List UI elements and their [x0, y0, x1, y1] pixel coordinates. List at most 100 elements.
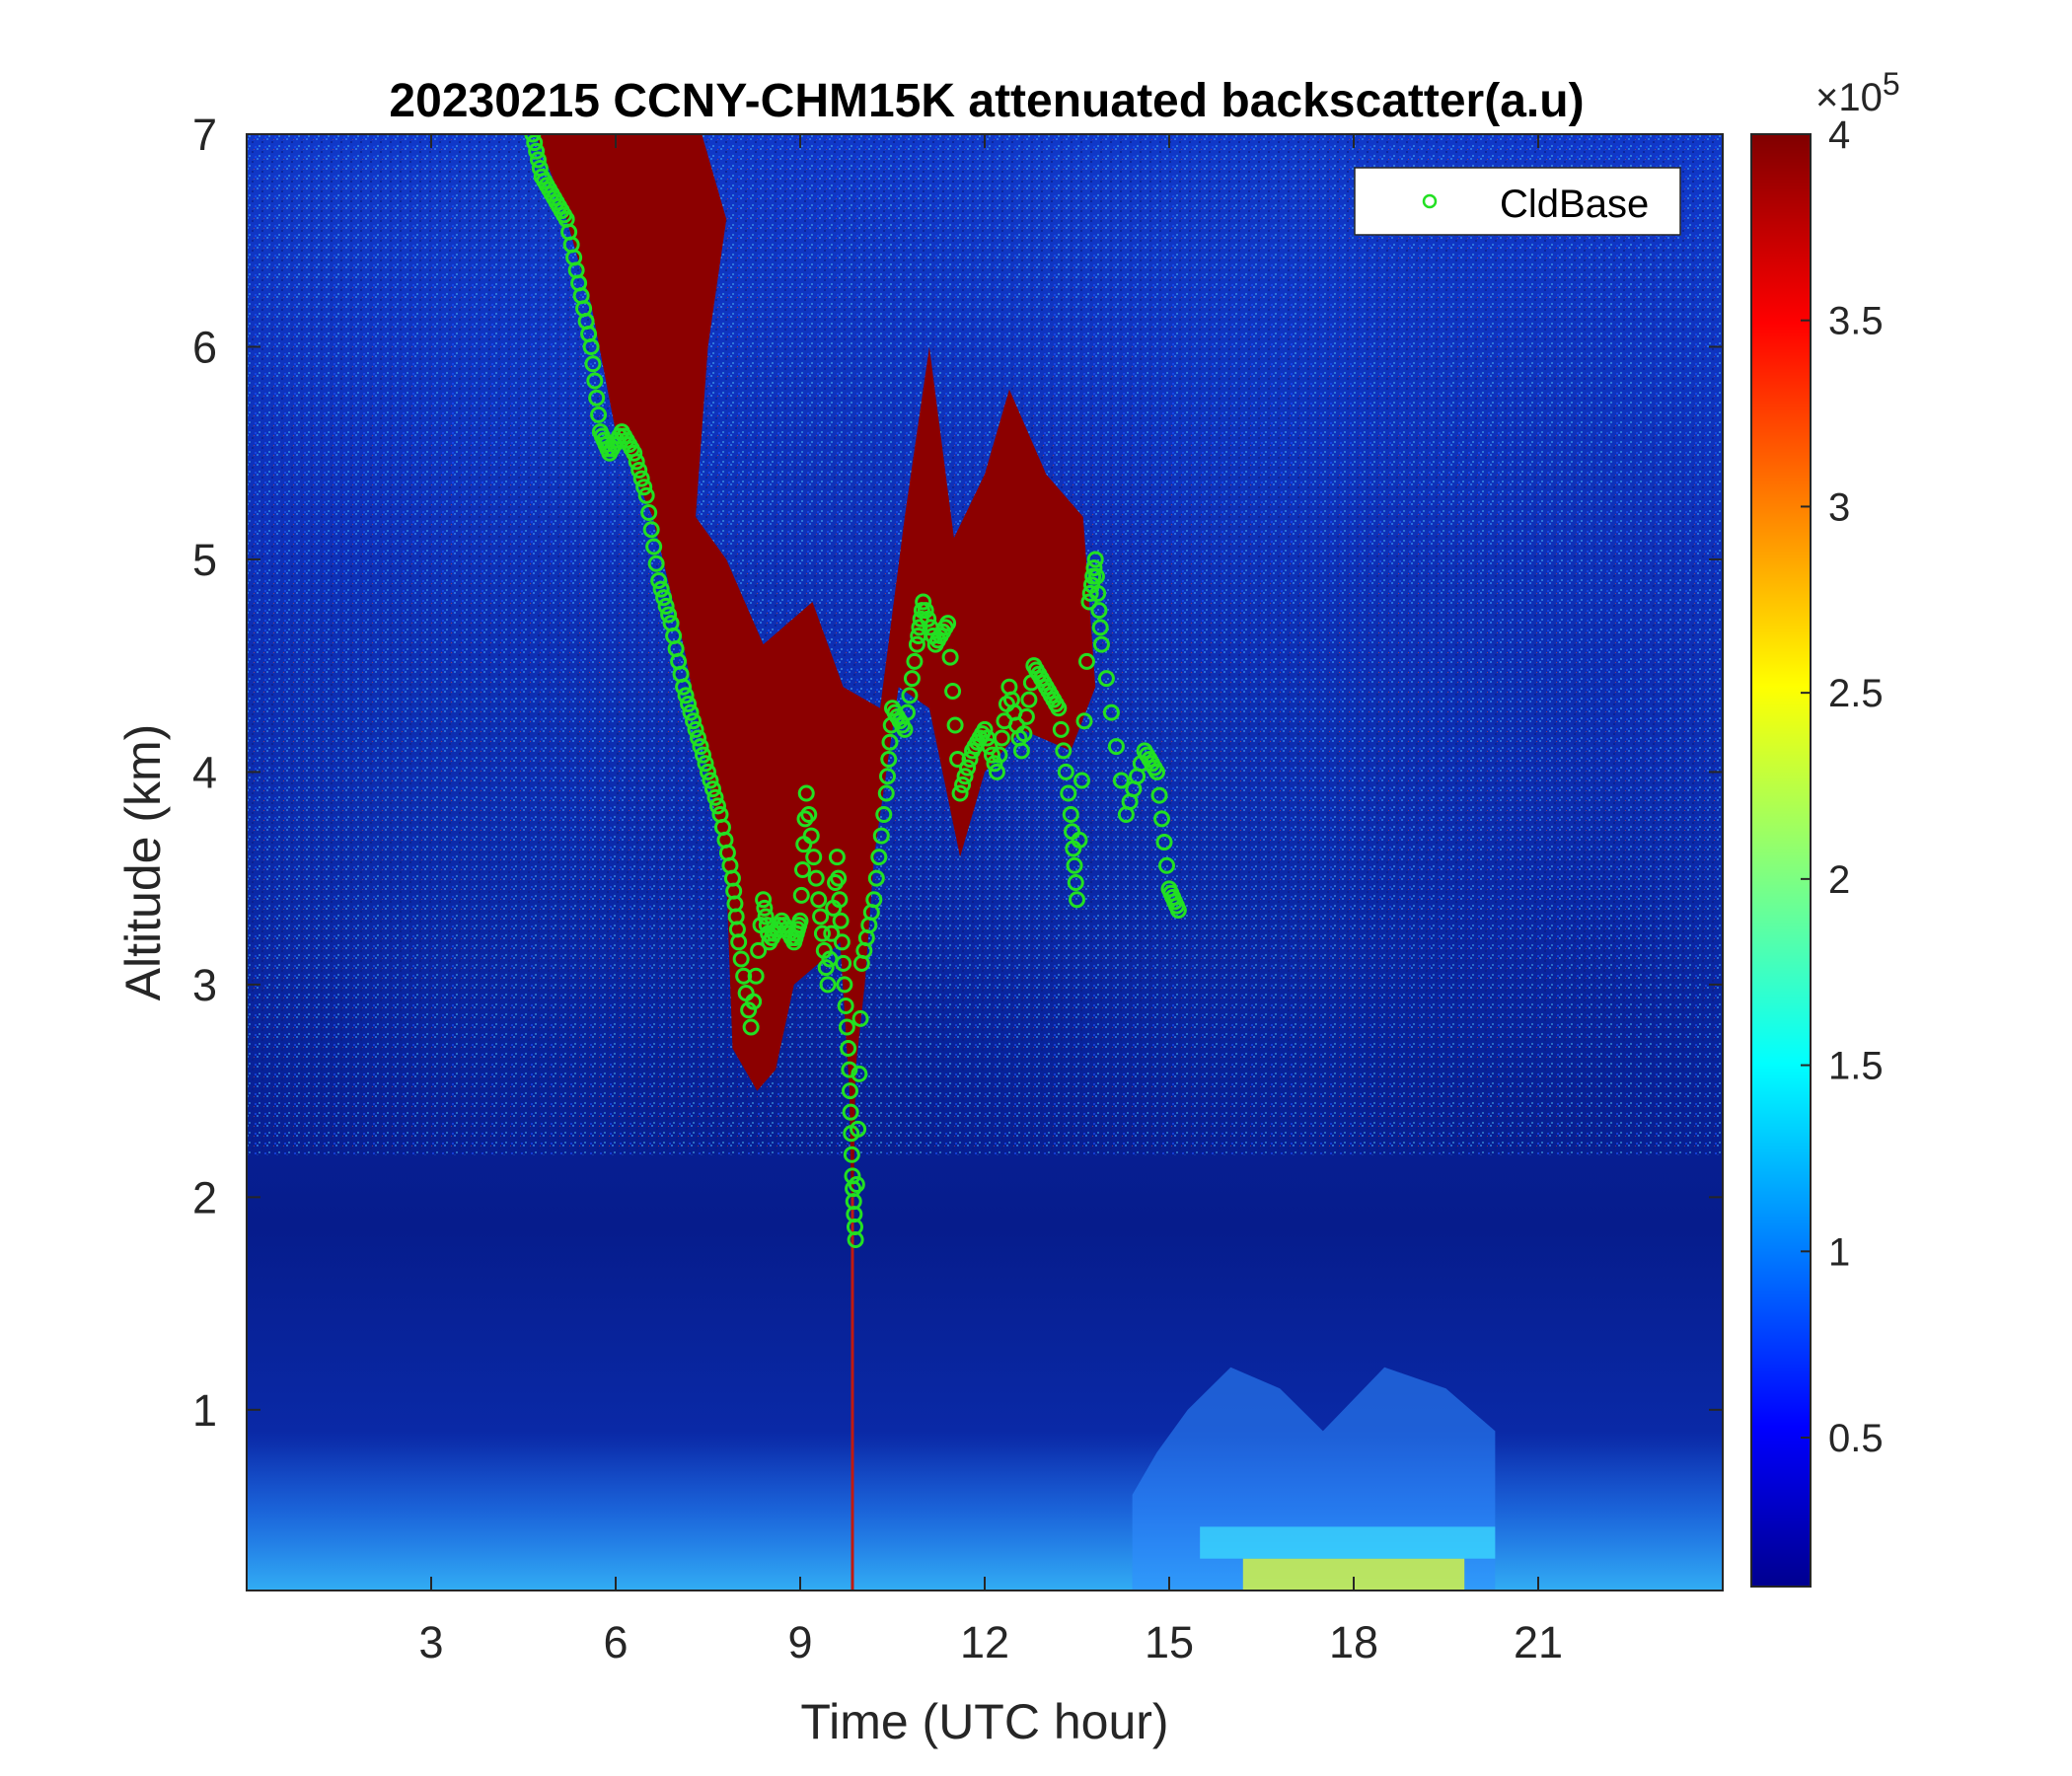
cldbase-point: [828, 849, 846, 866]
colorbar-gradient: [1750, 133, 1812, 1588]
cldbase-point: [529, 151, 547, 169]
cldbase-point: [792, 886, 810, 904]
cldbase-point: [870, 849, 888, 866]
cldbase-point: [1052, 720, 1070, 738]
cldbase-point: [1055, 742, 1073, 760]
legend-box: [1354, 167, 1681, 236]
cldbase-point: [1071, 831, 1088, 849]
cldbase-point: [796, 810, 814, 828]
cldbase-point: [875, 806, 893, 824]
cldbase-point: [650, 571, 668, 589]
cldbase-point: [652, 580, 670, 598]
cldbase-point: [944, 683, 962, 701]
cldbase-point: [742, 1018, 760, 1036]
cldbase-point: [706, 788, 724, 806]
cldbase-point: [879, 768, 897, 785]
cldbase-point: [1073, 772, 1090, 789]
cldbase-point: [1112, 772, 1130, 789]
y-tick-label: 2: [192, 1172, 217, 1222]
y-axis: 1 2 3 4 5 6 7: [192, 110, 1723, 1436]
cldbase-point: [842, 1103, 859, 1121]
cldbase-point: [637, 486, 655, 504]
cldbase-point: [708, 797, 726, 815]
cldbase-point: [692, 738, 709, 756]
cldbase-point: [1081, 584, 1099, 602]
y-tick-label: 7: [192, 110, 217, 160]
cldbase-point: [917, 602, 934, 620]
cldbase-point: [1150, 786, 1168, 804]
cldbase-point: [1090, 602, 1108, 620]
cldbase-point: [1087, 567, 1105, 585]
colorbar-exponent-base: ×10: [1815, 76, 1883, 119]
y-tick-label: 6: [192, 322, 217, 372]
cldbase-point: [703, 780, 721, 798]
cldbase-point: [906, 652, 924, 670]
cldbase-point: [956, 768, 974, 785]
x-tick-label: 3: [418, 1617, 443, 1667]
cldbase-point: [896, 720, 914, 738]
cldbase-point: [817, 959, 835, 977]
cldbase-point: [1080, 593, 1098, 611]
cldbase-point: [1085, 559, 1103, 577]
cldbase-point: [835, 954, 852, 972]
cldbase-point: [954, 776, 972, 793]
cldbase-point: [988, 763, 1005, 780]
cldbase-point: [1155, 834, 1173, 851]
cldbase-point: [819, 976, 837, 994]
cldbase-point: [1153, 810, 1171, 828]
cldbase-point: [630, 461, 648, 479]
cldbase-point: [1077, 652, 1095, 670]
cldbase-point: [526, 134, 544, 152]
cldbase-point: [1091, 619, 1109, 636]
cldbase-point: [986, 755, 1003, 773]
cldbase-point: [1102, 703, 1120, 721]
colorbar-tick-label: 1: [1828, 1230, 1850, 1274]
cldbase-point: [677, 687, 695, 704]
colorbar: 0.5 1 1.5 2 2.5 3 3.5 4 ×105: [1750, 66, 1900, 1588]
cldbase-point: [1089, 584, 1107, 602]
cldbase-point: [991, 746, 1008, 764]
cldbase-point: [802, 827, 820, 845]
colorbar-tick-label: 4: [1828, 113, 1850, 157]
cldbase-point: [745, 993, 763, 1010]
x-tick-label: 6: [603, 1617, 628, 1667]
cldbase-point: [993, 729, 1010, 747]
cldbase-point: [847, 1230, 864, 1248]
cldbase-point: [1050, 700, 1068, 717]
cldbase-point: [1097, 670, 1115, 688]
cldbase-point: [981, 738, 999, 756]
cldbase-point: [632, 470, 650, 487]
cldbase-point: [1057, 763, 1074, 780]
cldbase-point: [1148, 763, 1166, 780]
cldbase-point: [1069, 891, 1085, 909]
cldbase-point: [747, 967, 765, 985]
cldbase-point: [867, 869, 885, 887]
y-tick-label: 4: [192, 747, 217, 797]
cldbase-point: [702, 772, 719, 789]
cldbase-point: [1015, 725, 1033, 743]
cldbase-point: [582, 337, 600, 355]
cldbase-point: [732, 950, 750, 968]
cldbase-point: [840, 1040, 857, 1058]
cldbase-point: [843, 1146, 860, 1163]
cldbase-point: [877, 784, 895, 802]
cldbase-point: [810, 891, 828, 909]
cldbase-point: [939, 615, 957, 632]
cldbase-point: [590, 406, 608, 423]
colorbar-ticks: 0.5 1 1.5 2 2.5 3 3.5 4: [1801, 113, 1884, 1460]
chart-title: 20230215 CCNY-CHM15K attenuated backscat…: [389, 75, 1584, 127]
cldbase-point: [838, 1018, 855, 1036]
cldbase-point: [797, 784, 815, 802]
cldbase-point: [680, 695, 698, 712]
cldbase-point: [812, 908, 830, 925]
cldbase-point: [1086, 551, 1104, 568]
colorbar-tick-label: 0.5: [1828, 1417, 1884, 1460]
cldbase-point: [760, 925, 777, 942]
cldbase-point: [851, 1009, 869, 1027]
cldbase-point: [755, 891, 773, 909]
cldbase-point: [872, 827, 890, 845]
cldbase-point: [695, 746, 712, 764]
cldbase-point: [805, 849, 823, 866]
cldbase-point: [837, 997, 854, 1014]
cldbase-point: [976, 720, 994, 738]
